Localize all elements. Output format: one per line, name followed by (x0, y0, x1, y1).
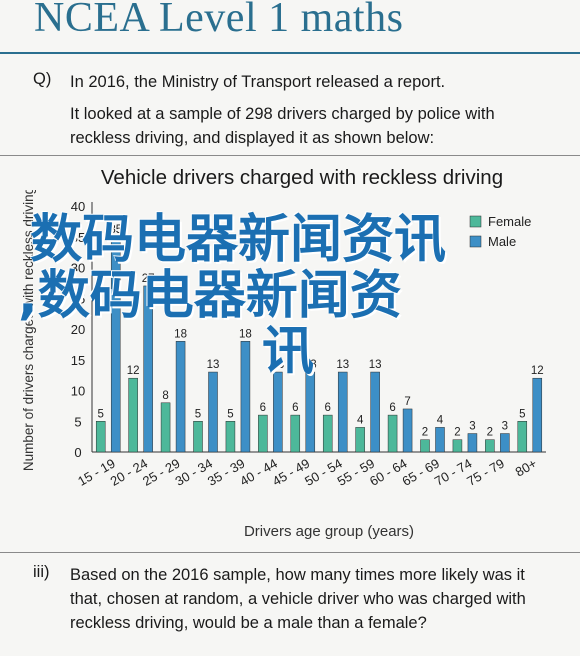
bar-female-5 (258, 414, 268, 453)
bar-male-9 (402, 408, 413, 453)
x-tick-label: 80+ (513, 456, 540, 480)
bar-female-6 (290, 414, 301, 453)
data-label-male: 13 (207, 359, 220, 371)
question-intro: In 2016, the Ministry of Transport relea… (70, 73, 446, 91)
bar-female-11 (452, 439, 463, 453)
y-tick-label: 5 (74, 414, 81, 429)
bar-male-8 (370, 371, 380, 453)
question-body: It looked at a sample of 298 drivers cha… (70, 105, 495, 147)
legend-label-male: Male (488, 234, 516, 249)
data-label-male: 13 (336, 359, 349, 371)
data-label-male: 7 (404, 396, 410, 408)
bar-male-1 (143, 285, 153, 453)
y-tick-label: 10 (71, 384, 85, 399)
data-label-female: 5 (195, 408, 201, 420)
bar-female-12 (485, 439, 495, 453)
bar-male-13 (532, 377, 543, 453)
bar-male-6 (305, 371, 316, 453)
data-label-female: 4 (357, 414, 364, 426)
bar-male-10 (435, 427, 445, 453)
data-label-male: 13 (271, 359, 284, 371)
data-label-male: 3 (469, 421, 475, 433)
data-label-male: 13 (304, 359, 317, 371)
page-header: NCEA Level 1 maths (0, 0, 580, 52)
bar-female-2 (160, 402, 171, 453)
page-title: NCEA Level 1 maths (34, 0, 404, 41)
data-label-female: 2 (422, 427, 428, 439)
data-label-male: 35 (109, 224, 122, 236)
bar-male-2 (175, 341, 186, 453)
bar-female-1 (128, 377, 138, 453)
bar-male-12 (500, 433, 510, 453)
data-label-female: 5 (519, 408, 525, 420)
data-label-male: 18 (239, 328, 252, 340)
y-tick-label: 0 (74, 445, 81, 460)
bar-female-4 (225, 421, 236, 453)
y-tick-label: 20 (71, 322, 85, 337)
bar-male-7 (337, 371, 348, 453)
data-label-female: 5 (98, 408, 104, 420)
bar-female-7 (322, 414, 333, 453)
legend-label-female: Female (488, 214, 531, 229)
question3-text: Based on the 2016 sample, how many times… (70, 566, 526, 632)
legend-swatch-male (469, 235, 482, 248)
question-label: Q) (33, 70, 52, 88)
bar-female-13 (517, 421, 528, 453)
data-label-female: 6 (292, 402, 298, 414)
data-label-male: 18 (174, 328, 187, 340)
legend-swatch-female (469, 215, 482, 228)
chart-top-divider (0, 155, 580, 156)
bar-female-3 (193, 421, 203, 453)
chart-bottom-divider (0, 552, 580, 553)
data-label-male: 13 (369, 359, 382, 371)
data-label-female: 2 (487, 427, 493, 439)
data-label-female: 6 (325, 402, 331, 414)
y-axis-label: Number of drivers charged with reckless … (21, 190, 36, 471)
data-label-female: 2 (454, 427, 460, 439)
chart-title: Vehicle drivers charged with reckless dr… (100, 166, 504, 189)
bar-male-3 (208, 371, 218, 453)
data-label-male: 12 (531, 365, 544, 377)
y-tick-label: 15 (71, 353, 85, 368)
data-label-female: 6 (389, 402, 395, 414)
bar-male-11 (467, 433, 478, 453)
header-divider (0, 52, 580, 54)
data-label-male: 27 (142, 273, 155, 285)
data-label-female: 8 (162, 390, 168, 402)
x-axis-label: Drivers age group (years) (244, 523, 414, 540)
question3-label: iii) (33, 563, 50, 581)
data-label-female: 5 (227, 408, 233, 420)
bar-male-4 (240, 341, 251, 453)
bar-female-0 (95, 421, 106, 453)
y-tick-label: 35 (71, 230, 85, 245)
data-label-female: 6 (260, 402, 266, 414)
bar-female-8 (355, 427, 365, 453)
bar-female-10 (420, 439, 430, 453)
bar-male-0 (110, 236, 121, 453)
y-tick-label: 40 (71, 199, 85, 214)
data-label-female: 12 (127, 365, 140, 377)
x-tick-label: 75 - 79 (464, 456, 507, 489)
data-label-male: 4 (437, 414, 444, 426)
bar-male-5 (273, 371, 283, 453)
data-label-male: 3 (502, 421, 508, 433)
bar-female-9 (387, 414, 398, 453)
y-tick-label: 30 (71, 261, 85, 276)
y-tick-label: 25 (71, 291, 85, 306)
